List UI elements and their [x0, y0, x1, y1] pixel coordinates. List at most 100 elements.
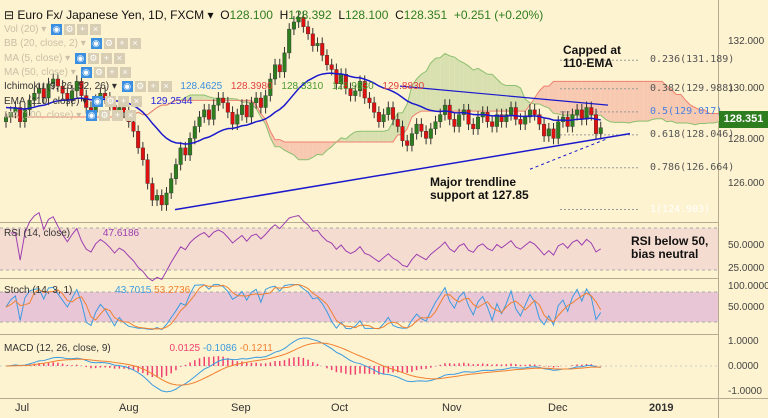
- settings-icon[interactable]: ⚙: [99, 109, 111, 121]
- study-legend[interactable]: MA (100, close) ▾ ◉ ⚙ + ×: [4, 109, 137, 121]
- candle: [348, 88, 353, 96]
- rsi-label: RSI (14, close): [4, 228, 71, 239]
- more-icon[interactable]: +: [116, 38, 128, 50]
- settings-icon[interactable]: ⚙: [87, 52, 99, 64]
- remove-icon[interactable]: ×: [125, 109, 137, 121]
- candle: [424, 131, 429, 139]
- candle: [145, 159, 150, 184]
- candle: [131, 121, 136, 132]
- macd-signal-value: -0.1211: [239, 343, 273, 354]
- study-label: Vol (20): [4, 24, 39, 36]
- remove-icon[interactable]: ×: [119, 66, 131, 78]
- remove-icon[interactable]: ×: [130, 95, 142, 107]
- price-tick: 128.000: [728, 134, 765, 145]
- visibility-icon[interactable]: ◉: [80, 66, 92, 78]
- settings-icon[interactable]: ⚙: [134, 81, 146, 93]
- date-tick: 2019: [649, 402, 674, 414]
- ichimoku-cloud: [487, 74, 493, 112]
- ichimoku-cloud: [624, 81, 630, 123]
- more-icon[interactable]: +: [112, 109, 124, 121]
- settings-icon[interactable]: ⚙: [103, 38, 115, 50]
- remove-icon[interactable]: ×: [129, 38, 141, 50]
- date-tick: Sep: [231, 402, 251, 414]
- remove-icon[interactable]: ×: [90, 24, 102, 35]
- remove-icon[interactable]: ×: [113, 52, 125, 64]
- date-tick: Aug: [119, 402, 139, 414]
- ichimoku-cloud: [208, 96, 214, 101]
- ichimoku-cloud: [577, 81, 582, 116]
- candle: [476, 116, 481, 130]
- date-tick: Jul: [15, 402, 30, 414]
- candle: [51, 78, 56, 84]
- remove-icon[interactable]: ×: [160, 81, 172, 93]
- ichimoku-cloud: [251, 100, 257, 109]
- visibility-icon[interactable]: ◉: [90, 38, 102, 50]
- candle: [254, 97, 259, 103]
- macd-legend[interactable]: MACD (12, 26, close, 9) 0.0125 -0.1086 -…: [4, 343, 273, 354]
- ichimoku-cloud: [614, 81, 620, 123]
- fib-label: 0.786(126.664): [650, 161, 735, 173]
- settings-icon[interactable]: ⚙: [93, 66, 105, 78]
- candle: [414, 123, 419, 134]
- symbol-header[interactable]: ⊟ Euro Fx/ Japanese Yen, 1D, FXCM ▾ O128…: [4, 8, 544, 22]
- visibility-icon[interactable]: ◉: [51, 24, 63, 35]
- ichimoku-cloud: [520, 87, 526, 112]
- study-value: 129.8830: [382, 81, 425, 93]
- ichimoku-cloud: [449, 55, 455, 112]
- visibility-icon[interactable]: ◉: [74, 52, 86, 64]
- stoch-tick: 100.0000: [728, 281, 768, 292]
- study-legend[interactable]: Vol (20) ▾ ◉ ⚙ + ×: [4, 24, 102, 36]
- candle: [405, 140, 410, 146]
- stoch-legend[interactable]: Stoch (14, 3, 1) 43.7015 53.2736: [4, 285, 190, 296]
- ichimoku-cloud: [567, 81, 573, 116]
- ichimoku-cloud: [600, 81, 606, 120]
- macd-value: -0.1086: [202, 343, 237, 354]
- ichimoku-cloud: [657, 81, 663, 119]
- candle: [575, 109, 580, 115]
- study-legend[interactable]: Ichimoku (9, 26, 52, 26) ▾ ◉ ⚙ + × 128.4625…: [4, 81, 425, 93]
- stoch-band: [0, 292, 718, 322]
- ichimoku-cloud: [383, 130, 389, 142]
- candle: [419, 123, 424, 132]
- rsi-legend[interactable]: RSI (14, close) 47.6186: [4, 228, 139, 239]
- candle: [60, 85, 65, 94]
- candle: [74, 81, 79, 92]
- candle: [367, 97, 372, 103]
- projection-arrow: [529, 137, 609, 170]
- more-icon[interactable]: +: [106, 66, 118, 78]
- candle: [32, 93, 37, 101]
- macd-tick: 1.0000: [728, 336, 759, 347]
- study-legend[interactable]: MA (50, close) ▾ ◉ ⚙ + ×: [4, 66, 131, 78]
- fib-label: 1(124.903): [650, 203, 711, 215]
- ichimoku-cloud: [515, 85, 521, 112]
- visibility-icon[interactable]: ◉: [121, 81, 133, 93]
- collapse-icon[interactable]: ⊟: [4, 8, 15, 22]
- candle: [513, 107, 518, 120]
- settings-icon[interactable]: ⚙: [64, 24, 76, 35]
- study-value: 128.3310: [281, 81, 324, 93]
- more-icon[interactable]: +: [117, 95, 129, 107]
- ichimoku-cloud: [619, 81, 625, 123]
- more-icon[interactable]: +: [77, 24, 89, 35]
- study-legend[interactable]: MA (5, close) ▾ ◉ ⚙ + ×: [4, 52, 125, 64]
- visibility-icon[interactable]: ◉: [91, 95, 103, 107]
- candle: [546, 128, 551, 137]
- study-legend[interactable]: BB (20, close, 2) ▾ ◉ ⚙ + ×: [4, 38, 141, 49]
- candle: [537, 114, 542, 125]
- ichimoku-cloud: [534, 90, 540, 104]
- settings-icon[interactable]: ⚙: [104, 95, 116, 107]
- candle: [27, 100, 32, 111]
- study-legend[interactable]: EMA (110, close) ▾ ◉ ⚙ + × 129.2544: [4, 95, 193, 107]
- more-icon[interactable]: +: [100, 52, 112, 64]
- ichimoku-cloud: [308, 141, 313, 160]
- candle: [509, 107, 514, 115]
- price-tick: 132.000: [728, 36, 765, 47]
- more-icon[interactable]: +: [147, 81, 159, 93]
- ichimoku-cloud: [629, 81, 634, 123]
- signal-line: [5, 342, 601, 386]
- visibility-icon[interactable]: ◉: [86, 109, 98, 121]
- candle: [490, 121, 495, 127]
- study-label: MA (5, close): [4, 52, 63, 64]
- candle: [3, 116, 8, 122]
